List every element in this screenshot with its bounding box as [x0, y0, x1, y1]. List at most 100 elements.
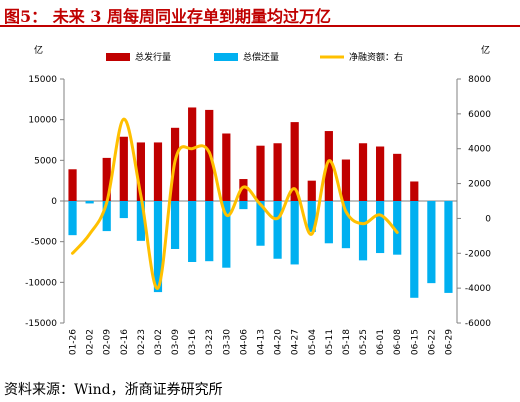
repayment-bar — [307, 201, 316, 232]
issuance-bar — [68, 169, 77, 201]
x-axis-label: 03-30 — [222, 329, 232, 355]
issuance-bar — [410, 181, 419, 201]
net-financing-point — [396, 231, 398, 234]
issuance-bar — [239, 179, 248, 201]
legend-label: 总偿还量 — [243, 51, 279, 63]
legend-label: 净融资额：右 — [349, 51, 403, 63]
right-axis-tick-label: -6000 — [465, 319, 491, 329]
net-financing-point — [259, 203, 262, 206]
x-axis-label: 05-18 — [342, 329, 352, 355]
x-axis-label: 05-11 — [325, 329, 335, 355]
net-financing-point — [345, 210, 347, 213]
repayment-bar — [205, 201, 214, 262]
net-financing-point — [379, 214, 381, 216]
x-axis-label: 03-09 — [171, 329, 181, 355]
repayment-bar — [136, 201, 145, 241]
issuance-bar — [188, 107, 197, 201]
issuance-bar — [102, 157, 111, 201]
issuance-bar — [341, 159, 351, 201]
chart-legend: 总发行量 总偿还量 净融资额：右 — [106, 51, 403, 63]
x-axis-label: 02-16 — [120, 329, 130, 355]
repayment-bar — [119, 201, 128, 219]
issuance-bar — [290, 122, 299, 201]
left-axis-tick-label: 0 — [51, 197, 57, 207]
source-note: 资料来源：Wind，浙商证券研究所 — [4, 382, 223, 398]
left-axis-unit: 亿 — [34, 44, 43, 56]
repayment-bar — [102, 201, 111, 232]
x-axis-label: 06-08 — [393, 329, 403, 355]
chart-lines — [71, 117, 399, 290]
right-axis-tick-label: -4000 — [465, 284, 491, 294]
net-financing-point — [293, 188, 296, 190]
x-axis-label: 04-27 — [291, 329, 301, 355]
figure-title: 图5： 未来 3 周每周同业存单到期量均过万亿 — [4, 7, 331, 26]
left-axis-tick-label: -10000 — [25, 278, 57, 288]
issuance-bar — [307, 180, 316, 201]
repayment-bar — [393, 201, 402, 255]
issuance-bar — [376, 146, 385, 201]
issuance-bar — [153, 142, 163, 201]
repayment-bar — [410, 201, 419, 298]
issuance-bar — [358, 143, 368, 201]
right-axis-unit: 亿 — [481, 44, 490, 56]
x-axis-label: 04-20 — [274, 329, 284, 355]
repayment-bar — [444, 201, 453, 293]
repayment-bar — [68, 201, 77, 236]
repayment-bar — [256, 201, 265, 246]
issuance-bar — [222, 133, 231, 201]
net-financing-point — [140, 194, 142, 197]
net-financing-point — [225, 214, 228, 216]
repayment-bar — [427, 201, 436, 284]
x-axis-label: 03-16 — [188, 329, 198, 355]
x-axis-label: 06-15 — [410, 329, 420, 355]
repayment-bar — [85, 201, 94, 204]
chart-axes: -15000 -10000 -5000 0 5000 10000 15000 -6000 -40… — [25, 75, 491, 329]
left-axis-tick-label: -15000 — [25, 319, 57, 329]
left-axis-tick-label: 15000 — [28, 75, 57, 85]
issuance-bar — [119, 136, 128, 201]
x-axis-label: 03-23 — [205, 329, 215, 355]
x-axis-label: 04-13 — [257, 329, 267, 355]
legend-swatch — [214, 53, 238, 61]
repayment-bar — [239, 201, 248, 210]
repayment-bar — [222, 201, 231, 268]
net-financing-point — [328, 160, 330, 162]
right-axis-tick-label: 0 — [485, 214, 491, 224]
issuance-bar — [393, 153, 402, 201]
x-axis-label: 06-01 — [376, 329, 386, 355]
repayment-bar — [273, 201, 282, 259]
issuance-bar — [256, 145, 265, 201]
repayment-bar — [290, 201, 299, 265]
repayment-bar — [376, 201, 385, 254]
repayment-bar — [324, 201, 333, 244]
right-axis-tick-label: 6000 — [468, 110, 491, 120]
x-axis-label: 04-06 — [239, 329, 249, 355]
net-financing-point — [174, 160, 176, 162]
net-financing-point — [276, 217, 279, 220]
net-financing-point — [123, 118, 125, 120]
left-axis-tick-label: -5000 — [31, 238, 57, 248]
repayment-bar — [153, 201, 163, 293]
net-financing-point — [105, 201, 108, 204]
x-axis-label: 06-22 — [427, 329, 437, 355]
repayment-bar — [358, 201, 368, 261]
net-financing-point — [71, 252, 74, 255]
x-axis-label: 05-25 — [359, 329, 369, 355]
left-axis-tick-label: 5000 — [34, 156, 57, 166]
x-axis-label: 02-09 — [103, 329, 113, 355]
chart: 总发行量 总偿还量 净融资额：右 亿 亿 -15000 -10000 -5000 0 500… — [25, 44, 491, 355]
right-axis-tick-label: 2000 — [468, 180, 491, 190]
right-axis-tick-label: 8000 — [468, 75, 491, 85]
left-axis-tick-label: 10000 — [28, 116, 57, 126]
legend-swatch — [106, 53, 130, 61]
repayment-bar — [170, 201, 180, 249]
x-axis-label: 06-29 — [444, 329, 454, 355]
net-financing-point — [362, 222, 364, 225]
net-financing-point — [191, 147, 193, 150]
net-financing-point — [208, 151, 211, 153]
repayment-bar — [188, 201, 197, 262]
net-financing-point — [88, 233, 91, 235]
x-axis-label: 03-02 — [154, 329, 164, 355]
net-financing-point — [157, 287, 159, 289]
x-axis-labels: 01-26 02-02 02-09 02-16 02-23 03-02 03-09 03-16… — [69, 329, 455, 355]
